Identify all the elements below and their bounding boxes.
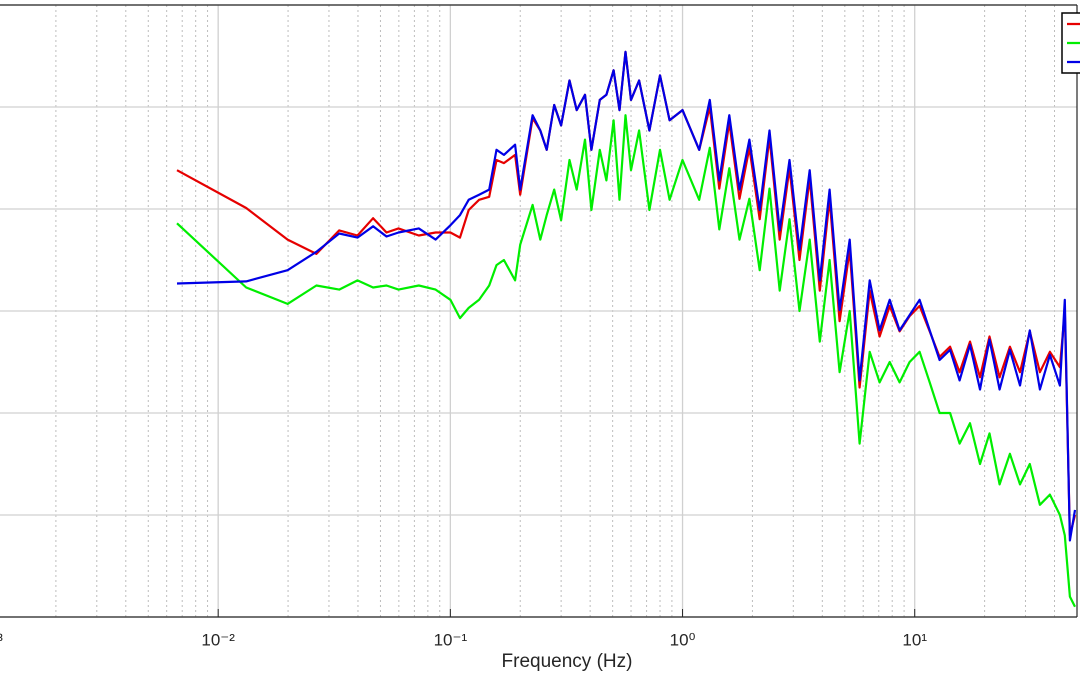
- x-tick-label: 10¹: [902, 630, 927, 649]
- x-axis-label: Frequency (Hz): [502, 651, 633, 672]
- series-line: [176, 114, 1076, 608]
- x-tick-label: 10⁰: [670, 630, 696, 649]
- x-tick-label: 10⁻¹: [434, 630, 468, 649]
- grid: [0, 4, 1077, 618]
- x-tick-label: 10⁻³: [0, 630, 3, 649]
- axes: 10⁻³ 10⁻² 10⁻¹ 10⁰ 10¹: [0, 4, 1078, 649]
- legend: [1061, 12, 1080, 74]
- plot-area: [176, 50, 1077, 608]
- x-tick-label: 10⁻²: [201, 630, 235, 649]
- series-line: [176, 50, 1077, 542]
